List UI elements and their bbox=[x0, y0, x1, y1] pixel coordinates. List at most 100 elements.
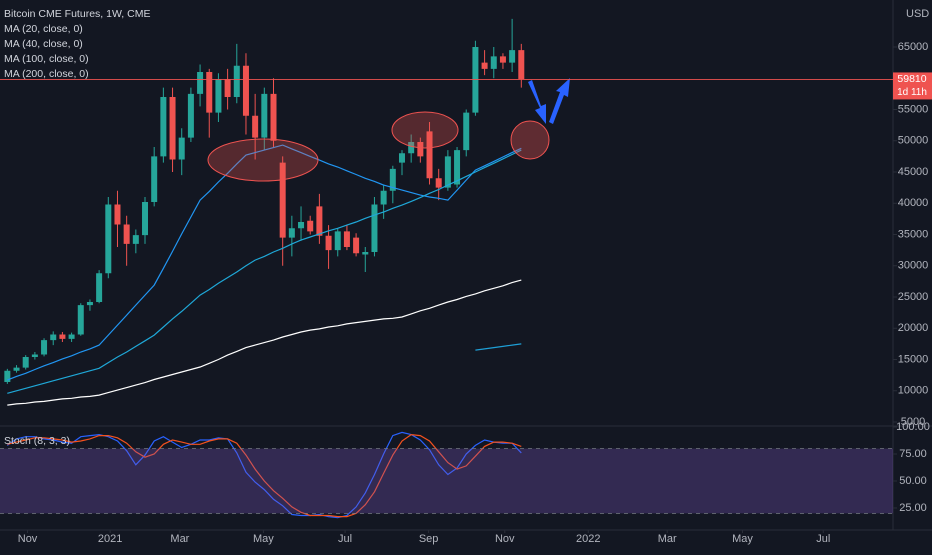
candle-body bbox=[197, 72, 204, 94]
x-tick-label: 2021 bbox=[98, 533, 122, 545]
candle-body bbox=[408, 142, 415, 154]
x-tick-label: Sep bbox=[419, 533, 439, 545]
annotations bbox=[207, 78, 570, 182]
legend-entry: MA (20, close, 0) bbox=[4, 23, 83, 35]
candle-body bbox=[50, 334, 57, 341]
x-tick-label: Jul bbox=[816, 533, 830, 545]
price-label: 59810 bbox=[897, 73, 926, 85]
candle-body bbox=[380, 190, 387, 205]
y-tick-label: 15000 bbox=[898, 353, 929, 365]
x-tick-label: May bbox=[253, 533, 274, 545]
candle-body bbox=[242, 65, 249, 116]
candle-body bbox=[353, 237, 360, 254]
series-line bbox=[6, 431, 522, 519]
candle-body bbox=[151, 156, 158, 202]
candle-body bbox=[169, 97, 176, 160]
y-tick-label: 30000 bbox=[898, 260, 929, 272]
candle-body bbox=[444, 156, 451, 188]
y-tick-label: 35000 bbox=[898, 228, 929, 240]
candle-body bbox=[59, 334, 66, 339]
candle-body bbox=[96, 273, 103, 302]
candle-body bbox=[22, 357, 29, 368]
candle-body bbox=[343, 231, 350, 247]
candle-body bbox=[132, 235, 139, 244]
candle-body bbox=[252, 115, 259, 138]
candle-body bbox=[86, 302, 93, 306]
candle-body bbox=[371, 204, 378, 252]
candle-body bbox=[13, 367, 20, 371]
candle-body bbox=[178, 137, 185, 160]
highlight-ellipse bbox=[207, 138, 319, 182]
candle-body bbox=[426, 131, 433, 179]
candle-body bbox=[142, 202, 149, 236]
y-tick-label: 55000 bbox=[898, 103, 929, 115]
candle-body bbox=[261, 93, 268, 138]
series-line bbox=[7, 149, 522, 394]
x-tick-label: May bbox=[732, 533, 753, 545]
x-tick-label: Mar bbox=[170, 533, 189, 545]
candle-body bbox=[68, 334, 75, 339]
candle-body bbox=[270, 93, 277, 141]
candle-body bbox=[481, 62, 488, 69]
candle-body bbox=[334, 231, 341, 251]
legend-entry: MA (200, close, 0) bbox=[4, 68, 89, 80]
y-tick-label: 100.00 bbox=[896, 421, 930, 433]
x-tick-label: 2022 bbox=[576, 533, 600, 545]
x-tick-label: Mar bbox=[658, 533, 677, 545]
candle-body bbox=[398, 153, 405, 163]
candle-body bbox=[215, 79, 222, 113]
y-tick-label: 20000 bbox=[898, 322, 929, 334]
candle-body bbox=[4, 370, 11, 382]
candle-body bbox=[454, 150, 461, 185]
legend-entry: MA (40, close, 0) bbox=[4, 38, 83, 50]
indicator-title: Stoch (8, 3, 3) bbox=[4, 435, 70, 447]
candle-body bbox=[490, 56, 497, 69]
candle-body bbox=[389, 168, 396, 191]
price-label-box bbox=[893, 72, 932, 100]
legend-entry: MA (100, close, 0) bbox=[4, 53, 89, 65]
y-tick-label: 25000 bbox=[898, 291, 929, 303]
candle-body bbox=[279, 162, 286, 238]
candle-body bbox=[123, 224, 130, 244]
y-tick-label: 10000 bbox=[898, 385, 929, 397]
candle-body bbox=[463, 112, 470, 151]
y-tick-label: 65000 bbox=[898, 41, 929, 53]
candle-body bbox=[31, 354, 38, 357]
candle-body bbox=[288, 228, 295, 238]
candle-body bbox=[160, 97, 167, 157]
x-tick-label: Jul bbox=[338, 533, 352, 545]
candle-body bbox=[114, 204, 121, 225]
candle-body bbox=[325, 235, 332, 251]
countdown-label: 1d 11h bbox=[897, 87, 927, 98]
chart-title: Bitcoin CME Futures, 1W, CME bbox=[4, 8, 150, 20]
candle-body bbox=[233, 65, 240, 97]
x-tick-label: Nov bbox=[495, 533, 515, 545]
candle-body bbox=[77, 305, 84, 335]
arrow-up bbox=[549, 78, 570, 124]
y-tick-label: 50000 bbox=[898, 135, 929, 147]
band-fill bbox=[0, 448, 893, 514]
y-tick-label: 50.00 bbox=[899, 475, 927, 487]
candle-body bbox=[187, 93, 194, 138]
y-tick-label: 75.00 bbox=[899, 448, 927, 460]
currency: USD bbox=[906, 8, 929, 20]
highlight-circle bbox=[510, 120, 550, 160]
candle-body bbox=[417, 142, 424, 157]
highlight-ellipse bbox=[391, 111, 459, 149]
candle-body bbox=[435, 178, 442, 188]
candle-body bbox=[206, 72, 213, 113]
candle-body bbox=[509, 50, 516, 63]
candle-body bbox=[41, 340, 48, 355]
series-line bbox=[475, 343, 522, 351]
y-tick-label: 5000 bbox=[901, 416, 925, 428]
candle-body bbox=[362, 252, 369, 255]
series-line bbox=[7, 279, 522, 406]
x-tick-label: Nov bbox=[18, 533, 38, 545]
y-tick-label: 45000 bbox=[898, 166, 929, 178]
candle-body bbox=[298, 222, 305, 229]
candle-body bbox=[499, 56, 506, 63]
candle-body bbox=[518, 50, 525, 80]
